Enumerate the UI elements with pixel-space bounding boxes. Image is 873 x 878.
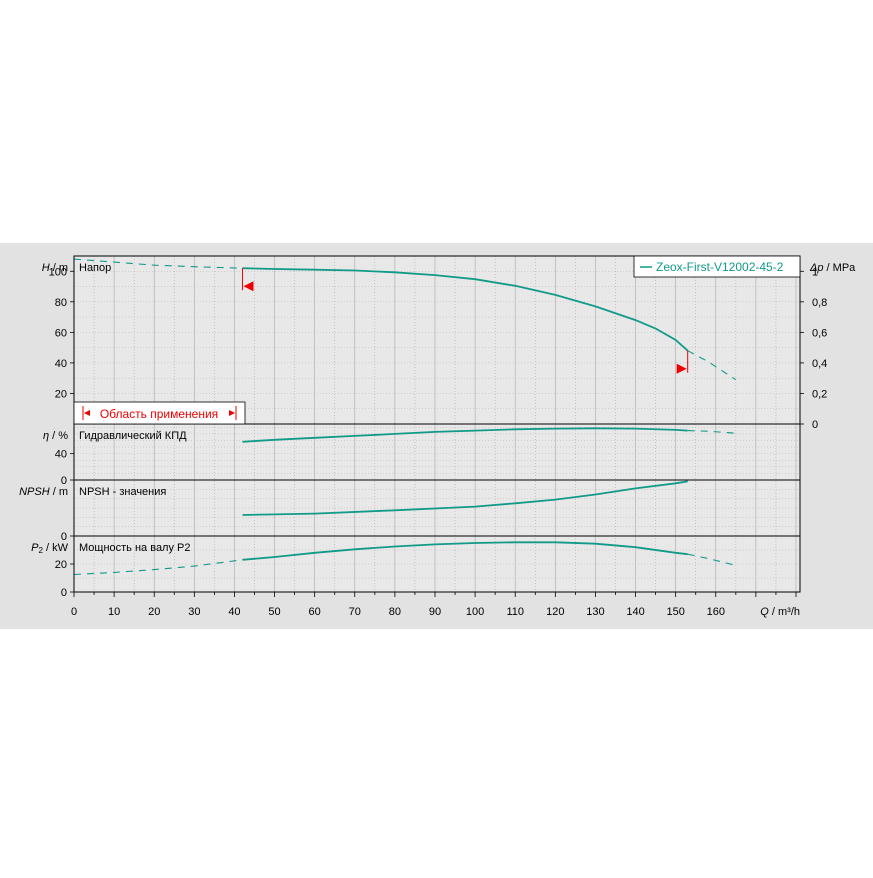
- x-tick-label: 140: [626, 606, 644, 618]
- curve-head: [242, 267, 689, 352]
- right-y-tick-label: 1: [812, 266, 818, 278]
- y-tick-label: 60: [55, 327, 67, 339]
- x-tick-label: 80: [389, 606, 401, 618]
- x-tick-label: 20: [148, 606, 160, 618]
- x-tick-label: 30: [188, 606, 200, 618]
- x-tick-label: 150: [666, 606, 684, 618]
- curve-efficiency: [242, 427, 688, 443]
- y-tick-label: 20: [55, 388, 67, 400]
- x-tick-label: 70: [349, 606, 361, 618]
- x-tick-label: 160: [707, 606, 725, 618]
- right-y-tick-label: 0,8: [812, 297, 827, 309]
- y-tick-label: 40: [55, 449, 67, 461]
- y-axis-label: NPSH / m: [19, 486, 68, 498]
- x-tick-label: 110: [506, 606, 524, 618]
- application-range-arrow-right: [229, 410, 235, 416]
- curve-power-dashed-left: [73, 559, 243, 576]
- curve-power: [242, 541, 688, 561]
- y-tick-label: 40: [55, 358, 67, 370]
- range-marker-right-arrow: [676, 363, 687, 374]
- frame-layer: [70, 255, 804, 597]
- y-tick-label: 0: [61, 587, 67, 599]
- x-tick-label: 90: [429, 606, 441, 618]
- x-tick-label: 50: [268, 606, 280, 618]
- x-tick-label: 10: [108, 606, 120, 618]
- y-tick-label: 80: [55, 297, 67, 309]
- curve-head-dashed-left: [73, 258, 243, 269]
- panel-title: Напор: [79, 262, 111, 274]
- y-tick-label: 100: [49, 266, 67, 278]
- right-y-tick-label: 0: [812, 419, 818, 431]
- x-tick-label: 0: [71, 606, 77, 618]
- legend-label: Zeox-First-V12002-45-2: [656, 260, 784, 274]
- y-tick-label: 0: [61, 531, 67, 543]
- y-axis-label: H / m: [42, 262, 68, 274]
- y-tick-label: 0: [61, 475, 67, 487]
- range-marker-left-arrow: [243, 281, 254, 292]
- y-axis-label: P2 / kW: [31, 542, 68, 555]
- legend-box: [633, 255, 801, 278]
- x-axis-label: Q / m³/h: [760, 606, 800, 618]
- panel-title: NPSH - значения: [79, 486, 166, 498]
- curve-layer: [73, 258, 737, 576]
- right-axis-label: Δp / MPa: [809, 262, 856, 274]
- application-range-box: [73, 401, 246, 425]
- x-tick-label: 120: [546, 606, 564, 618]
- curve-efficiency-dashed-right: [687, 430, 736, 434]
- application-range-arrow-left: [84, 410, 90, 416]
- panel-frame: [73, 535, 801, 593]
- x-tick-label: 40: [228, 606, 240, 618]
- x-tick-label: 130: [586, 606, 604, 618]
- right-y-tick-label: 0,6: [812, 327, 827, 339]
- application-range-label: Область применения: [100, 407, 218, 421]
- x-tick-label: 100: [466, 606, 484, 618]
- curve-power-dashed-right: [687, 553, 736, 566]
- y-tick-label: 20: [55, 559, 67, 571]
- curve-head-dashed-right: [687, 350, 737, 381]
- x-tick-label: 60: [309, 606, 321, 618]
- right-y-tick-label: 0,2: [812, 388, 827, 400]
- panel-title: Гидравлический КПД: [79, 430, 187, 442]
- y-axis-label: η / %: [43, 430, 68, 442]
- panel-title: Мощность на валу P2: [79, 542, 191, 554]
- right-y-tick-label: 0,4: [812, 358, 827, 370]
- curve-npsh: [242, 480, 688, 516]
